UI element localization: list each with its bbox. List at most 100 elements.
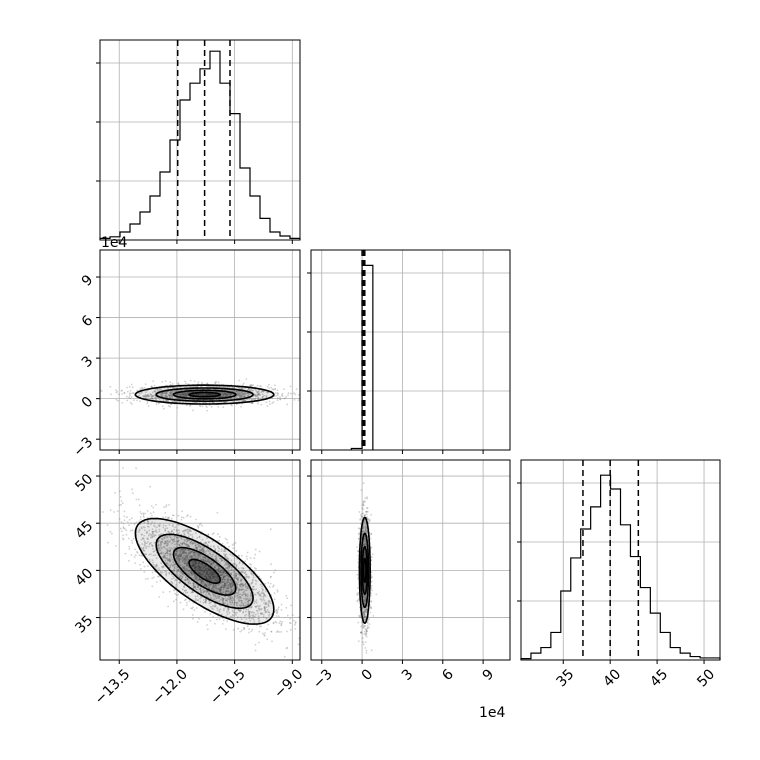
sample-point [226, 613, 229, 616]
sample-point [220, 574, 223, 577]
sample-point [142, 512, 145, 515]
sample-point [271, 388, 274, 391]
sample-point [202, 572, 205, 575]
sample-point [199, 568, 202, 570]
sample-point [180, 558, 183, 561]
sample-point [172, 600, 175, 603]
sample-point [204, 541, 207, 544]
sample-point [214, 622, 216, 625]
sample-point [196, 393, 199, 396]
sample-point [136, 551, 139, 554]
sample-point [218, 396, 221, 398]
sample-point [361, 512, 363, 515]
sample-point [204, 564, 207, 567]
sample-point [226, 556, 228, 559]
sample-point [202, 556, 205, 559]
sample-point [240, 396, 243, 399]
sample-point [230, 389, 233, 392]
sample-point [221, 391, 224, 394]
sample-point [205, 561, 208, 563]
sample-point [151, 559, 154, 561]
sample-point [216, 385, 219, 388]
sample-point [149, 512, 152, 515]
sample-point [157, 544, 160, 546]
sample-point [218, 562, 221, 564]
sample-point [251, 573, 253, 576]
grid-layer [100, 40, 720, 660]
sample-point [154, 397, 157, 399]
sample-point [116, 390, 118, 393]
sample-point [231, 616, 234, 619]
sample-point [222, 581, 225, 584]
sample-point [154, 396, 157, 399]
sample-point [188, 549, 190, 552]
sample-point [207, 576, 210, 579]
sample-point [193, 380, 196, 383]
sample-point [243, 395, 246, 398]
sample-point [248, 569, 251, 572]
sample-point [148, 395, 150, 398]
sample-point [219, 557, 222, 560]
sample-point [178, 392, 181, 395]
sample-point [174, 552, 177, 555]
sample-point [144, 393, 147, 396]
sample-point [239, 392, 242, 395]
sample-point [178, 558, 180, 561]
sample-point [242, 588, 245, 591]
sample-point [128, 392, 131, 395]
sample-point [245, 555, 248, 558]
sample-point [262, 395, 264, 398]
sample-point [238, 604, 241, 606]
sample-point [146, 510, 149, 512]
sample-point [176, 393, 179, 396]
sample-point [250, 384, 253, 386]
sample-point [213, 401, 215, 404]
sample-point [249, 557, 252, 559]
sample-point [173, 540, 176, 542]
sample-point [268, 383, 270, 386]
sample-point [196, 525, 199, 527]
sample-point [244, 399, 247, 402]
sample-point [257, 402, 259, 405]
sample-point [250, 595, 252, 597]
sample-point [211, 573, 214, 576]
sample-point [252, 389, 255, 392]
sample-point [179, 549, 182, 551]
sample-point [173, 567, 176, 570]
sample-point [194, 565, 197, 568]
sample-point [143, 387, 146, 389]
sample-point [279, 620, 282, 623]
sample-point [220, 574, 223, 576]
sample-point [232, 628, 235, 631]
sample-point [219, 570, 222, 573]
sample-point [192, 409, 194, 412]
sample-point [251, 402, 254, 404]
sample-point [196, 546, 199, 549]
sample-point [130, 522, 133, 525]
sample-point [142, 515, 145, 517]
sample-point [153, 524, 155, 527]
sample-point [244, 399, 247, 402]
sample-point [168, 560, 171, 563]
sample-point [169, 394, 172, 397]
sample-point [222, 619, 225, 622]
sample-point [163, 555, 166, 558]
sample-point [237, 573, 240, 575]
sample-point [272, 621, 275, 624]
sample-point [185, 395, 188, 397]
sample-point [233, 601, 236, 604]
sample-point [198, 536, 201, 538]
sample-point [201, 579, 204, 582]
sample-point [175, 598, 178, 601]
sample-point [190, 572, 193, 575]
sample-point [142, 561, 145, 564]
sample-point [242, 393, 245, 396]
sample-point [258, 394, 261, 396]
sample-point [360, 625, 362, 628]
sample-point [178, 552, 181, 555]
sample-point [242, 603, 245, 605]
sample-point [198, 523, 201, 526]
sample-point [161, 565, 163, 568]
sample-point [216, 391, 219, 393]
sample-point [244, 582, 247, 584]
